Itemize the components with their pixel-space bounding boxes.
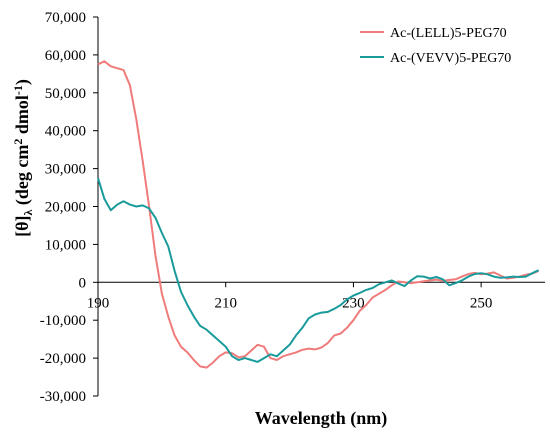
y-tick-label: 70,000 — [45, 10, 86, 26]
legend: Ac-(LELL)5-PEG70 Ac-(VEVV)5-PEG70 — [360, 26, 511, 66]
y-tick-label: -20,000 — [40, 351, 86, 367]
legend-label-1: Ac-(LELL)5-PEG70 — [390, 26, 507, 41]
series-lines — [97, 60, 540, 369]
y-axis-tick-labels: 70,000 60,000 50,000 40,000 30,000 20,000 10,0… — [40, 10, 86, 405]
y-axis-title-symbol: [θ] — [12, 216, 32, 237]
y-tick-label: 50,000 — [45, 86, 86, 102]
x-axis-tick-labels: 190 210 230 250 — [87, 295, 493, 311]
axes — [93, 16, 545, 397]
y-tick-label: -30,000 — [40, 389, 86, 405]
y-axis-title-units-a: (deg cm — [12, 145, 33, 210]
x-axis-title: Wavelength (nm) — [255, 408, 388, 429]
y-axis-title-units-b: dmol — [12, 95, 32, 139]
y-axis-title-sup-neg1: -1 — [11, 85, 25, 95]
y-tick-label: 40,000 — [45, 124, 86, 140]
legend-box — [355, 20, 537, 70]
x-tick-label: 210 — [214, 295, 237, 311]
y-axis-title: [θ]λ (deg cm2 dmol-1) — [11, 79, 35, 237]
y-tick-label: 60,000 — [45, 48, 86, 64]
y-tick-label: 20,000 — [45, 200, 86, 216]
y-axis-title-subscript: λ — [21, 210, 35, 216]
y-tick-label: 0 — [79, 275, 87, 291]
series-line-2 — [97, 177, 540, 363]
y-axis-title-close: ) — [12, 79, 33, 85]
y-tick-label: 10,000 — [45, 237, 86, 253]
y-tick-label: -10,000 — [40, 313, 86, 329]
y-tick-label: 30,000 — [45, 162, 86, 178]
x-tick-label: 250 — [470, 295, 493, 311]
y-axis-title-sup-2: 2 — [11, 139, 25, 145]
series-line-1 — [97, 60, 539, 369]
legend-label-2: Ac-(VEVV)5-PEG70 — [390, 51, 511, 66]
